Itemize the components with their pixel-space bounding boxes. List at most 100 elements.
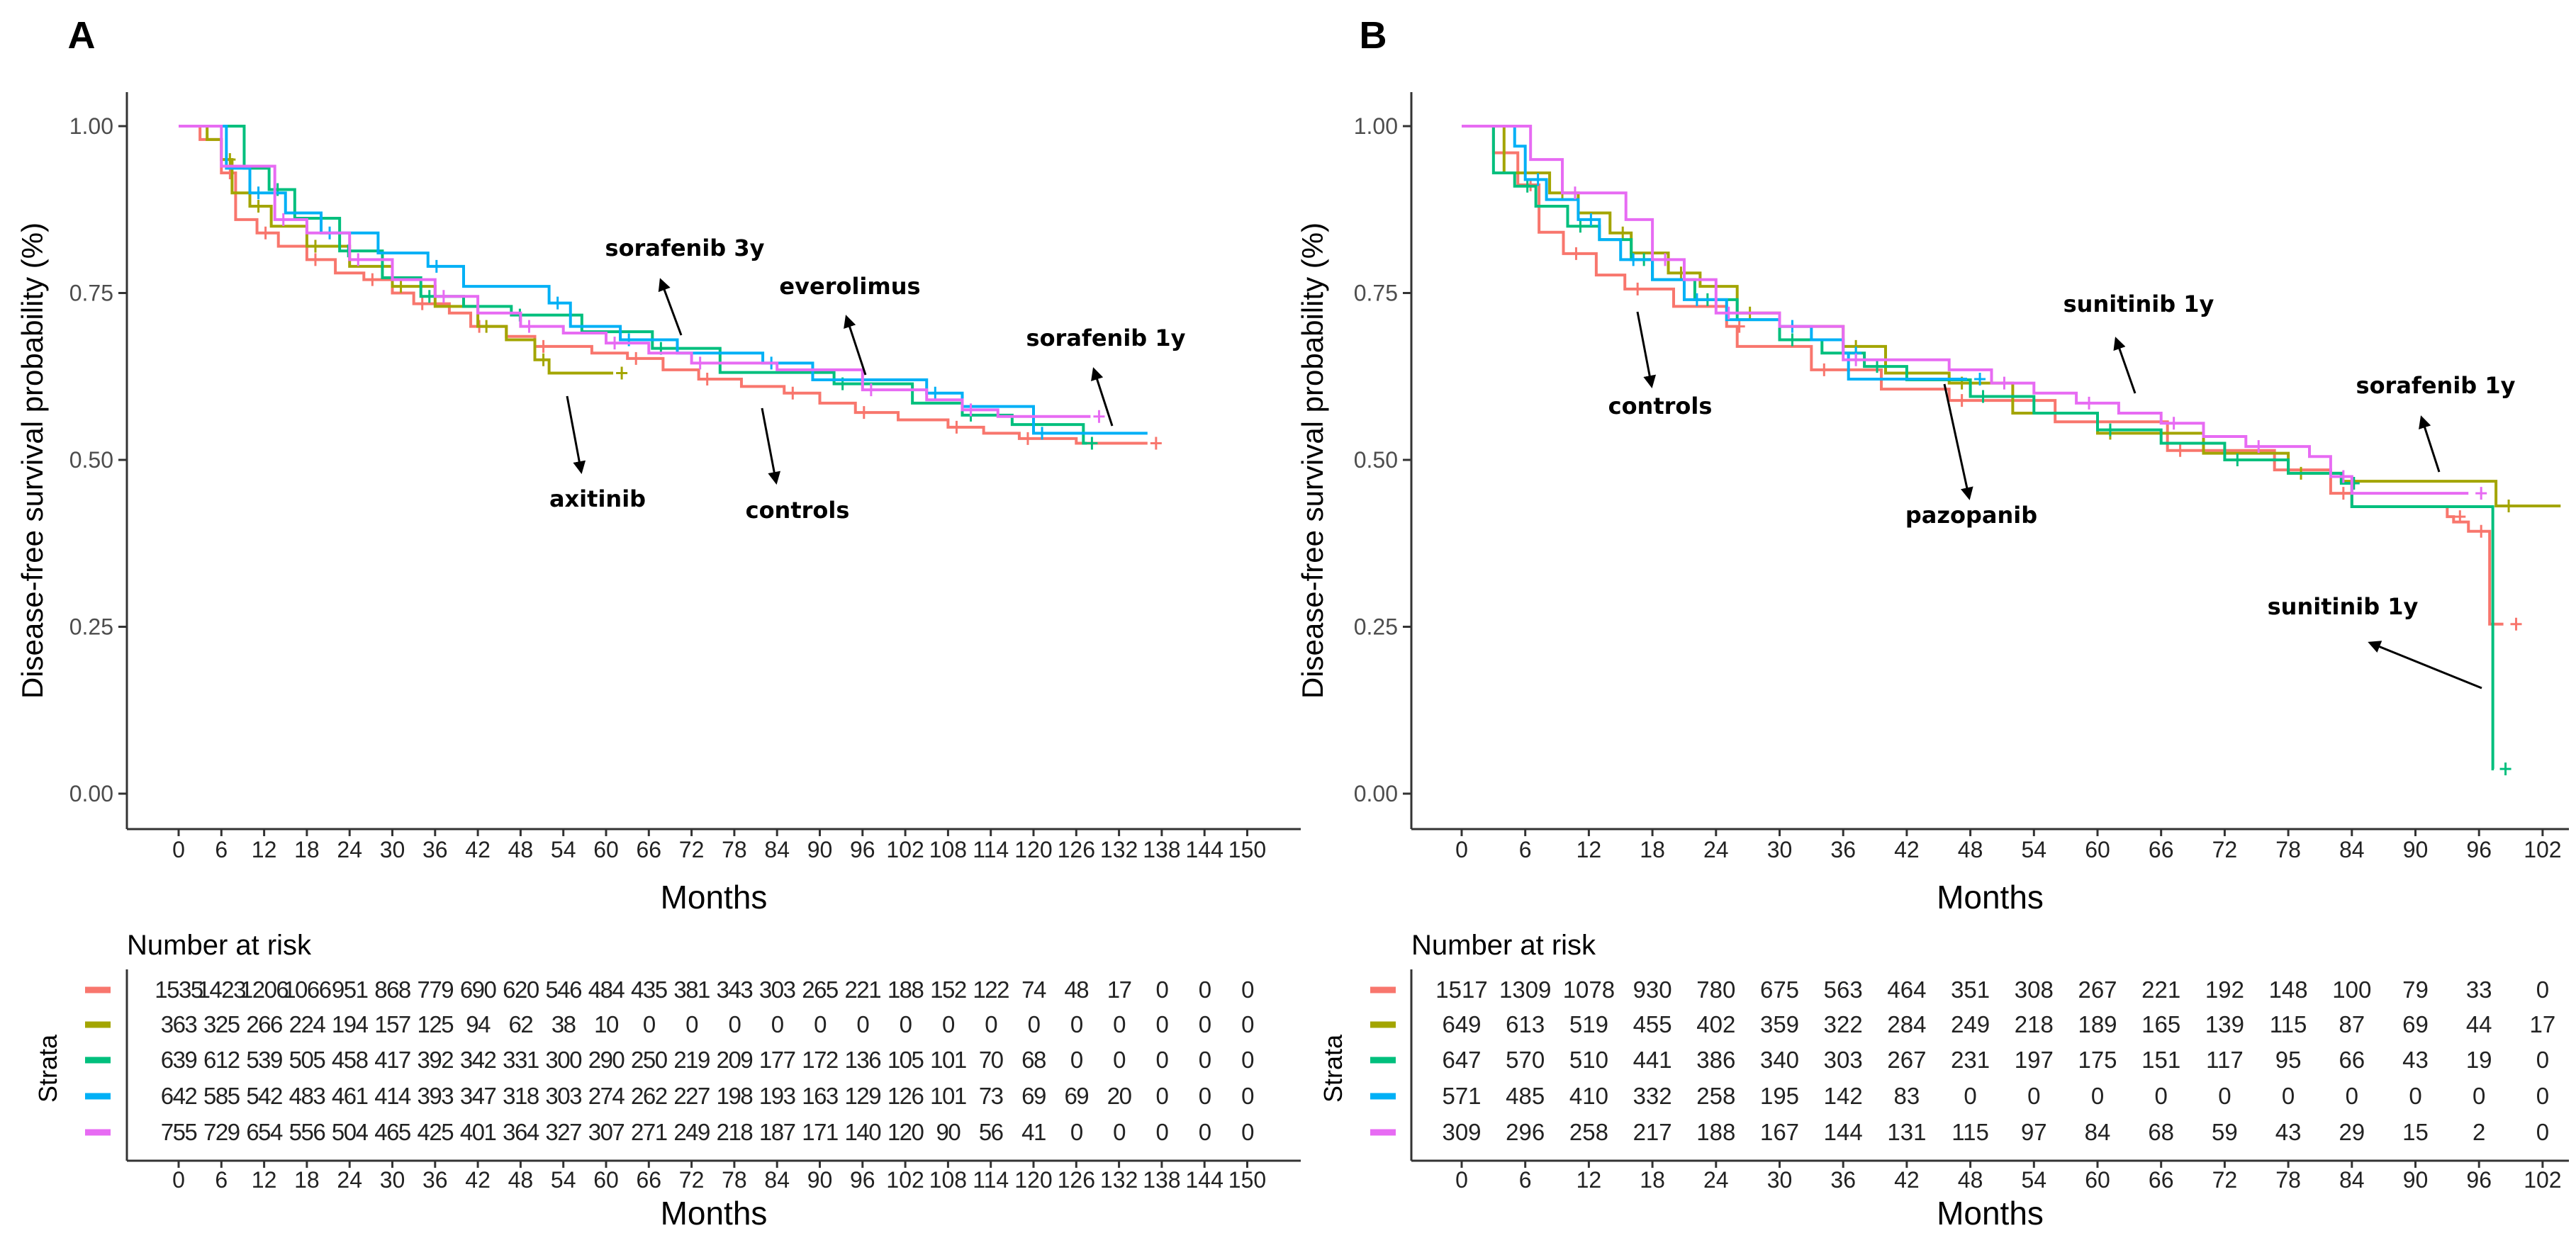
risk-count: 0 bbox=[685, 1011, 698, 1037]
risk-count: 193 bbox=[759, 1083, 795, 1109]
risk-table-x-tick-label: 36 bbox=[1830, 1167, 1856, 1193]
censor-mark bbox=[2231, 454, 2244, 466]
risk-count: 519 bbox=[1569, 1011, 1608, 1037]
risk-count: 171 bbox=[802, 1119, 838, 1145]
risk-count: 41 bbox=[1021, 1119, 1046, 1145]
y-tick-label: 0.75 bbox=[69, 281, 113, 306]
risk-count: 755 bbox=[161, 1119, 197, 1145]
risk-table-x-tick-label: 96 bbox=[850, 1167, 875, 1193]
risk-count: 192 bbox=[2205, 976, 2244, 1003]
censor-mark bbox=[1570, 247, 1582, 260]
risk-count: 0 bbox=[1199, 1047, 1211, 1073]
risk-count: 303 bbox=[759, 976, 795, 1003]
risk-count: 0 bbox=[771, 1011, 784, 1037]
x-tick-label: 6 bbox=[1519, 837, 1532, 862]
risk-count: 95 bbox=[2275, 1047, 2302, 1073]
risk-count: 126 bbox=[887, 1083, 924, 1109]
risk-table-x-tick-label: 120 bbox=[1014, 1167, 1052, 1193]
risk-count: 563 bbox=[1824, 976, 1863, 1003]
y-tick-label: 0.00 bbox=[1354, 781, 1398, 806]
x-axis-title: Months bbox=[1937, 879, 2044, 916]
risk-count: 332 bbox=[1633, 1083, 1672, 1109]
risk-count: 290 bbox=[588, 1047, 625, 1073]
risk-count: 0 bbox=[1113, 1047, 1126, 1073]
x-tick-label: 96 bbox=[2466, 837, 2492, 862]
risk-count: 139 bbox=[2205, 1011, 2244, 1037]
y-tick-label: 0.75 bbox=[1354, 281, 1398, 306]
risk-count: 381 bbox=[673, 976, 710, 1003]
risk-count: 117 bbox=[2206, 1047, 2244, 1073]
risk-count: 144 bbox=[1824, 1119, 1863, 1145]
risk-count: 267 bbox=[2078, 976, 2117, 1003]
censor-mark bbox=[1521, 179, 1533, 193]
censor-mark bbox=[1733, 320, 1745, 333]
risk-table-x-tick-label: 72 bbox=[2212, 1167, 2238, 1193]
x-tick-label: 126 bbox=[1058, 837, 1095, 862]
risk-table-x-tick-label: 96 bbox=[2466, 1167, 2492, 1193]
risk-count: 0 bbox=[2027, 1083, 2040, 1109]
risk-count: 219 bbox=[673, 1047, 710, 1073]
censor-mark bbox=[252, 186, 264, 200]
risk-count: 221 bbox=[2141, 976, 2180, 1003]
x-tick-label: 42 bbox=[465, 837, 491, 862]
annotation-label: sorafenib 3y bbox=[605, 235, 765, 261]
risk-count: 19 bbox=[2466, 1047, 2492, 1073]
x-tick-label: 18 bbox=[294, 837, 320, 862]
risk-count: 97 bbox=[2021, 1119, 2047, 1145]
risk-count: 194 bbox=[332, 1011, 369, 1037]
x-tick-label: 66 bbox=[637, 837, 662, 862]
risk-count: 90 bbox=[936, 1119, 961, 1145]
risk-count: 43 bbox=[2402, 1047, 2429, 1073]
censor-mark bbox=[430, 259, 442, 273]
censor-mark bbox=[616, 366, 628, 380]
risk-table-x-tick-label: 48 bbox=[1958, 1167, 1983, 1193]
risk-count: 43 bbox=[2275, 1119, 2302, 1145]
risk-count: 300 bbox=[545, 1047, 582, 1073]
risk-count: 780 bbox=[1696, 976, 1735, 1003]
risk-table-x-tick-label: 84 bbox=[764, 1167, 790, 1193]
risk-count: 510 bbox=[1569, 1047, 1608, 1073]
risk-count: 0 bbox=[1070, 1119, 1083, 1145]
risk-table-title: Number at risk bbox=[127, 930, 312, 961]
risk-count: 249 bbox=[1951, 1011, 1990, 1037]
risk-count: 351 bbox=[1951, 976, 1990, 1003]
risk-count: 0 bbox=[2473, 1083, 2485, 1109]
censor-mark bbox=[1723, 306, 1735, 320]
risk-count: 0 bbox=[1199, 1011, 1211, 1037]
censor-mark bbox=[1871, 360, 1883, 373]
risk-count: 363 bbox=[161, 1011, 197, 1037]
risk-count: 266 bbox=[246, 1011, 282, 1037]
risk-count: 195 bbox=[1760, 1083, 1799, 1109]
risk-count: 930 bbox=[1633, 976, 1672, 1003]
censor-mark bbox=[481, 320, 493, 333]
annotation-label: sorafenib 1y bbox=[1026, 325, 1186, 351]
annotation-label: sunitinib 1y bbox=[2268, 593, 2419, 620]
risk-count: 262 bbox=[631, 1083, 667, 1109]
risk-table-x-tick-label: 126 bbox=[1058, 1167, 1095, 1193]
risk-count: 209 bbox=[717, 1047, 753, 1073]
survival-curve-5 bbox=[179, 125, 1091, 418]
annotation-arrow bbox=[566, 395, 586, 474]
risk-count: 0 bbox=[942, 1011, 955, 1037]
risk-count: 343 bbox=[717, 976, 753, 1003]
censor-mark bbox=[2510, 617, 2522, 631]
annotation-label: controls bbox=[746, 497, 850, 524]
risk-count: 101 bbox=[930, 1047, 966, 1073]
risk-table-x-tick-label: 42 bbox=[465, 1167, 491, 1193]
risk-count: 152 bbox=[930, 976, 966, 1003]
risk-count: 56 bbox=[979, 1119, 1003, 1145]
risk-table-x-tick-label: 0 bbox=[172, 1167, 185, 1193]
x-tick-label: 60 bbox=[593, 837, 619, 862]
risk-count: 59 bbox=[2212, 1119, 2238, 1145]
annotation-arrow bbox=[1943, 383, 1973, 500]
risk-count: 29 bbox=[2339, 1119, 2365, 1145]
censor-mark bbox=[1956, 394, 1968, 407]
censor-mark bbox=[787, 386, 799, 400]
risk-count: 249 bbox=[673, 1119, 710, 1145]
x-tick-label: 96 bbox=[850, 837, 875, 862]
risk-count: 359 bbox=[1760, 1011, 1799, 1037]
risk-count: 217 bbox=[1633, 1119, 1672, 1145]
risk-count: 1517 bbox=[1435, 976, 1487, 1003]
risk-count: 690 bbox=[460, 976, 497, 1003]
risk-count: 227 bbox=[673, 1083, 710, 1109]
